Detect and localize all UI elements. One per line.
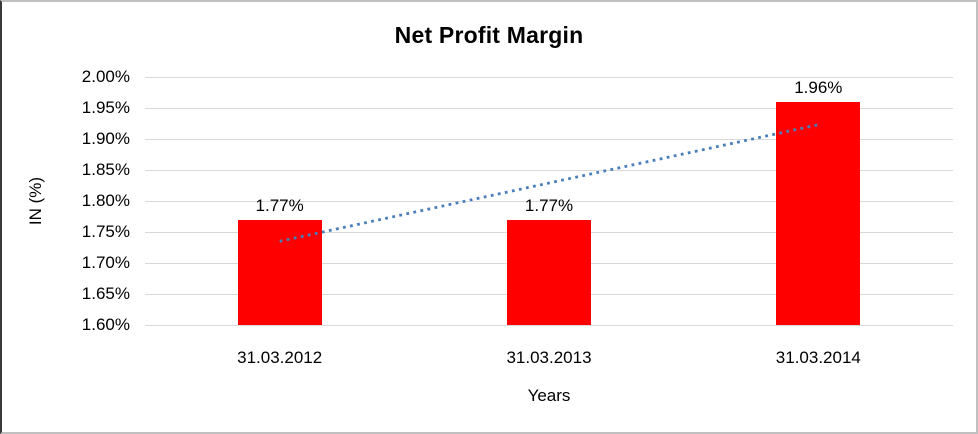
- y-tick-label: 1.95%: [81, 98, 130, 117]
- gridline: [145, 325, 953, 326]
- bar: [237, 219, 322, 325]
- x-axis-title: Years: [527, 386, 571, 405]
- gridline: [145, 77, 953, 78]
- chart-title: Net Profit Margin: [394, 22, 584, 48]
- y-tick-label: 1.90%: [81, 129, 130, 148]
- bar-value-label: 1.77%: [255, 195, 304, 215]
- bar-value-label: 1.77%: [524, 195, 574, 215]
- y-tick-label: 2.00%: [81, 67, 130, 86]
- y-tick-label: 1.65%: [81, 284, 130, 303]
- y-tick-label: 1.85%: [81, 160, 130, 179]
- gridline: [145, 108, 953, 109]
- y-tick-label: 1.70%: [81, 253, 130, 272]
- y-tick-label: 1.80%: [81, 191, 130, 210]
- y-tick-label: 1.60%: [81, 315, 130, 334]
- bar-value-label: 1.96%: [794, 77, 843, 97]
- x-tick-label: 31.03.2013: [506, 348, 592, 367]
- bar: [776, 101, 861, 325]
- bar: [507, 219, 591, 325]
- x-tick-label: 31.03.2012: [237, 348, 323, 367]
- x-tick-label: 31.03.2014: [775, 348, 861, 367]
- y-tick-label: 1.75%: [81, 222, 130, 241]
